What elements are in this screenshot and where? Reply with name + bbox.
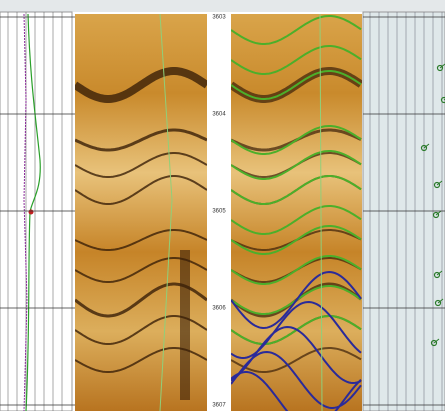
page: 36033604360536063607 (() => { const data…: [0, 0, 445, 411]
depth-label: 3606: [212, 306, 226, 312]
dark-band: [180, 250, 190, 400]
depth-label: 3607: [212, 403, 226, 409]
depth-label: 3605: [212, 209, 226, 215]
header-bar: [0, 0, 445, 12]
marker: [29, 210, 34, 215]
depth-label: 3603: [212, 15, 226, 21]
dip-track: [363, 12, 445, 411]
log-view: 3603 3604 3605 3606 3607: [0, 0, 445, 411]
depth-label: 3604: [212, 112, 226, 118]
curve-track: [0, 12, 72, 411]
